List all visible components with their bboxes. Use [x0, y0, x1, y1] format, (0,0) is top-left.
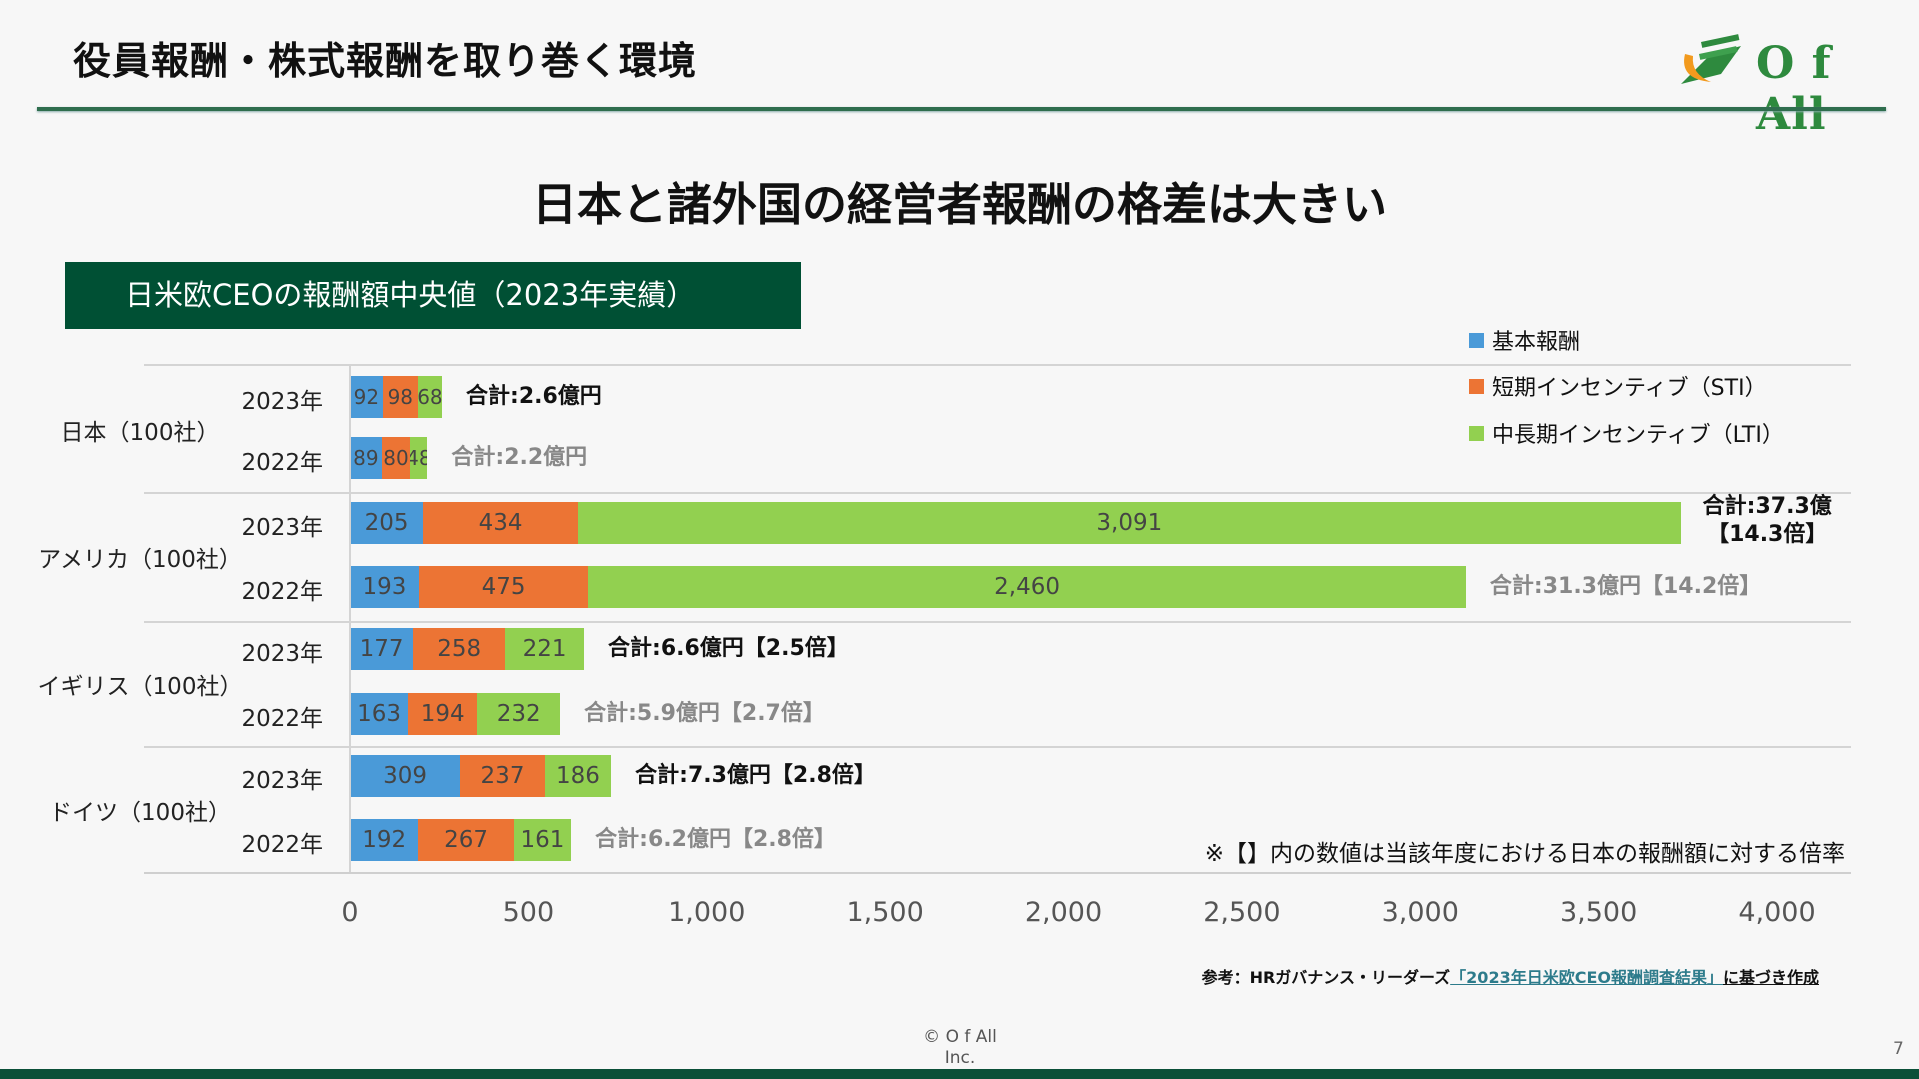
bar-segment: 205 [350, 502, 424, 544]
x-tick-label: 2,500 [1203, 897, 1281, 928]
copyright-line: Inc. [944, 1048, 976, 1068]
bar-segment: 192 [350, 819, 419, 861]
bar-segment: 68 [417, 376, 443, 418]
x-tick-label: 4,000 [1738, 897, 1816, 928]
bar-segment: 232 [477, 693, 561, 735]
country-label: アメリカ（100社） [38, 547, 242, 573]
legend-item-lti: 中長期インセンティブ（LTI） [1469, 417, 1784, 449]
legend-item-base: 基本報酬 [1469, 324, 1580, 356]
bar-segment: 3,091 [577, 502, 1681, 544]
chart-title-box: 日米欧CEOの報酬額中央値（2023年実績） [65, 262, 801, 329]
bar-segment: 92 [350, 376, 383, 418]
source-prefix: 参考：HRガバナンス・リーダーズ [1201, 968, 1451, 987]
footer-bar [0, 1069, 1919, 1079]
bar-segment: 194 [408, 693, 478, 735]
bar-segment: 267 [418, 819, 514, 861]
x-tick-label: 500 [502, 897, 555, 928]
source-link[interactable]: 「2023年日米欧CEO報酬調査結果」 [1450, 968, 1723, 987]
total-label: 合計:2.6億円 [466, 384, 602, 409]
bar-segment: 48 [410, 437, 428, 479]
slide-title: 役員報酬・株式報酬を取り巻く環境 [73, 39, 698, 83]
x-tick-label: 3,000 [1381, 897, 1459, 928]
x-axis-line [144, 872, 1851, 874]
bar-segment: 89 [350, 437, 382, 479]
year-label: 2022年 [241, 832, 323, 858]
x-tick-label: 1,000 [668, 897, 746, 928]
country-label: ドイツ（100社） [49, 800, 231, 826]
x-tick-label: 1,500 [846, 897, 924, 928]
bar-segment: 434 [423, 502, 578, 544]
bar-segment: 221 [505, 628, 584, 670]
copyright: © O f All Inc. [860, 1027, 1060, 1069]
bar-segment: 186 [544, 755, 612, 797]
bar-segment: 163 [350, 693, 409, 735]
total-label: 合計:31.3億円【14.2倍】 [1489, 574, 1762, 599]
legend-swatch-icon [1469, 425, 1484, 441]
header-divider [37, 107, 1886, 111]
year-label: 2023年 [241, 389, 323, 415]
bar-segment: 80 [381, 437, 411, 479]
x-tick-label: 3,500 [1559, 897, 1638, 928]
logo-text: O f All [1756, 38, 1832, 140]
total-label: 合計:6.6億円【2.5倍】 [608, 636, 849, 661]
bar-segment: 258 [413, 628, 506, 670]
year-label: 2023年 [241, 515, 323, 541]
row-separator [144, 492, 1851, 494]
bar-segment: 177 [350, 628, 414, 670]
page-number: 7 [1893, 1039, 1904, 1059]
year-label: 2022年 [241, 450, 323, 476]
bar-segment: 2,460 [588, 566, 1466, 608]
year-label: 2023年 [241, 768, 323, 794]
bar-segment: 161 [513, 819, 572, 861]
legend-label: 中長期インセンティブ（LTI） [1492, 423, 1784, 448]
bar-segment: 98 [382, 376, 418, 418]
legend-label: 基本報酬 [1492, 330, 1581, 355]
bar-segment: 237 [460, 755, 545, 797]
bar-segment: 309 [350, 755, 461, 797]
year-label: 2022年 [241, 706, 323, 732]
source-citation: 参考：HRガバナンス・リーダーズ「2023年日米欧CEO報酬調査結果」に基づき作… [1202, 964, 1819, 988]
headline: 日本と諸外国の経営者報酬の格差は大きい [531, 178, 1387, 231]
ofall-logo: O f All [1671, 34, 1886, 140]
country-label: 日本（100社） [60, 419, 220, 446]
total-label: 合計:2.2億円 [451, 445, 588, 470]
total-label: 合計:5.9億円【2.7倍】 [584, 701, 825, 726]
legend-label: 短期インセンティブ（STI） [1492, 376, 1767, 401]
total-label: 合計:6.2億円【2.8倍】 [595, 827, 836, 852]
x-tick-label: 2,000 [1024, 897, 1103, 928]
logo-mark-icon [1681, 34, 1741, 84]
total-label: 合計:37.3億 【14.3倍】 [1702, 494, 1832, 547]
bar-segment: 475 [418, 566, 589, 608]
legend-item-sti: 短期インセンティブ（STI） [1469, 370, 1767, 402]
country-label: イギリス（100社） [37, 673, 243, 700]
row-separator [144, 364, 1851, 366]
bar-segment: 193 [350, 566, 419, 608]
footnote: ※【】内の数値は当該年度における日本の報酬額に対する倍率 [1204, 841, 1845, 867]
source-suffix: に基づき作成 [1722, 968, 1819, 987]
row-separator [144, 746, 1851, 748]
legend-swatch-icon [1469, 332, 1484, 348]
legend-swatch-icon [1469, 378, 1484, 394]
copyright-line: © O f All [923, 1027, 997, 1047]
total-label: 合計:7.3億円【2.8倍】 [635, 763, 876, 788]
row-separator [144, 621, 1851, 623]
year-label: 2023年 [241, 641, 323, 667]
y-axis-line [349, 364, 351, 873]
x-tick-label: 0 [341, 897, 359, 928]
year-label: 2022年 [241, 579, 323, 605]
